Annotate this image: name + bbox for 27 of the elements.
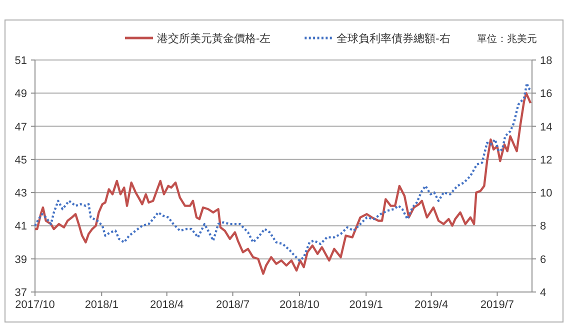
y2-tick-label: 6 [540,254,546,266]
y2-tick-label: 18 [540,55,552,67]
y-tick-label: 49 [14,88,27,100]
y-tick-label: 47 [14,121,27,134]
y2-tick-label: 10 [540,188,552,200]
x-tick-label: 2018/10 [280,299,320,311]
y2-tick-label: 14 [540,121,552,134]
y-tick-label: 45 [14,154,27,166]
x-tick-label: 2019/4 [414,299,448,311]
legend-label: 全球負利率債券總額-右 [336,32,450,45]
x-tick-label: 2017/10 [15,299,55,311]
y2-tick-label: 8 [540,220,546,233]
y2-tick-label: 12 [540,154,552,166]
text: 單位：兆美元 [477,33,537,45]
x-tick-label: 2019/1 [349,299,383,311]
y2-tick-label: 4 [540,287,546,299]
x-tick-label: 2018/4 [150,299,184,311]
y-tick-label: 37 [14,287,27,299]
x-tick-label: 2018/1 [84,299,118,311]
y2-tick-label: 16 [540,88,552,100]
legend-label: 港交所美元黃金價格-左 [157,32,271,45]
x-tick-label: 2018/7 [216,299,250,311]
y-tick-label: 51 [14,55,27,67]
y-tick-label: 41 [14,220,27,233]
y-tick-label: 39 [14,254,27,266]
x-tick-label: 2019/7 [480,299,514,311]
y-tick-label: 43 [14,188,27,200]
